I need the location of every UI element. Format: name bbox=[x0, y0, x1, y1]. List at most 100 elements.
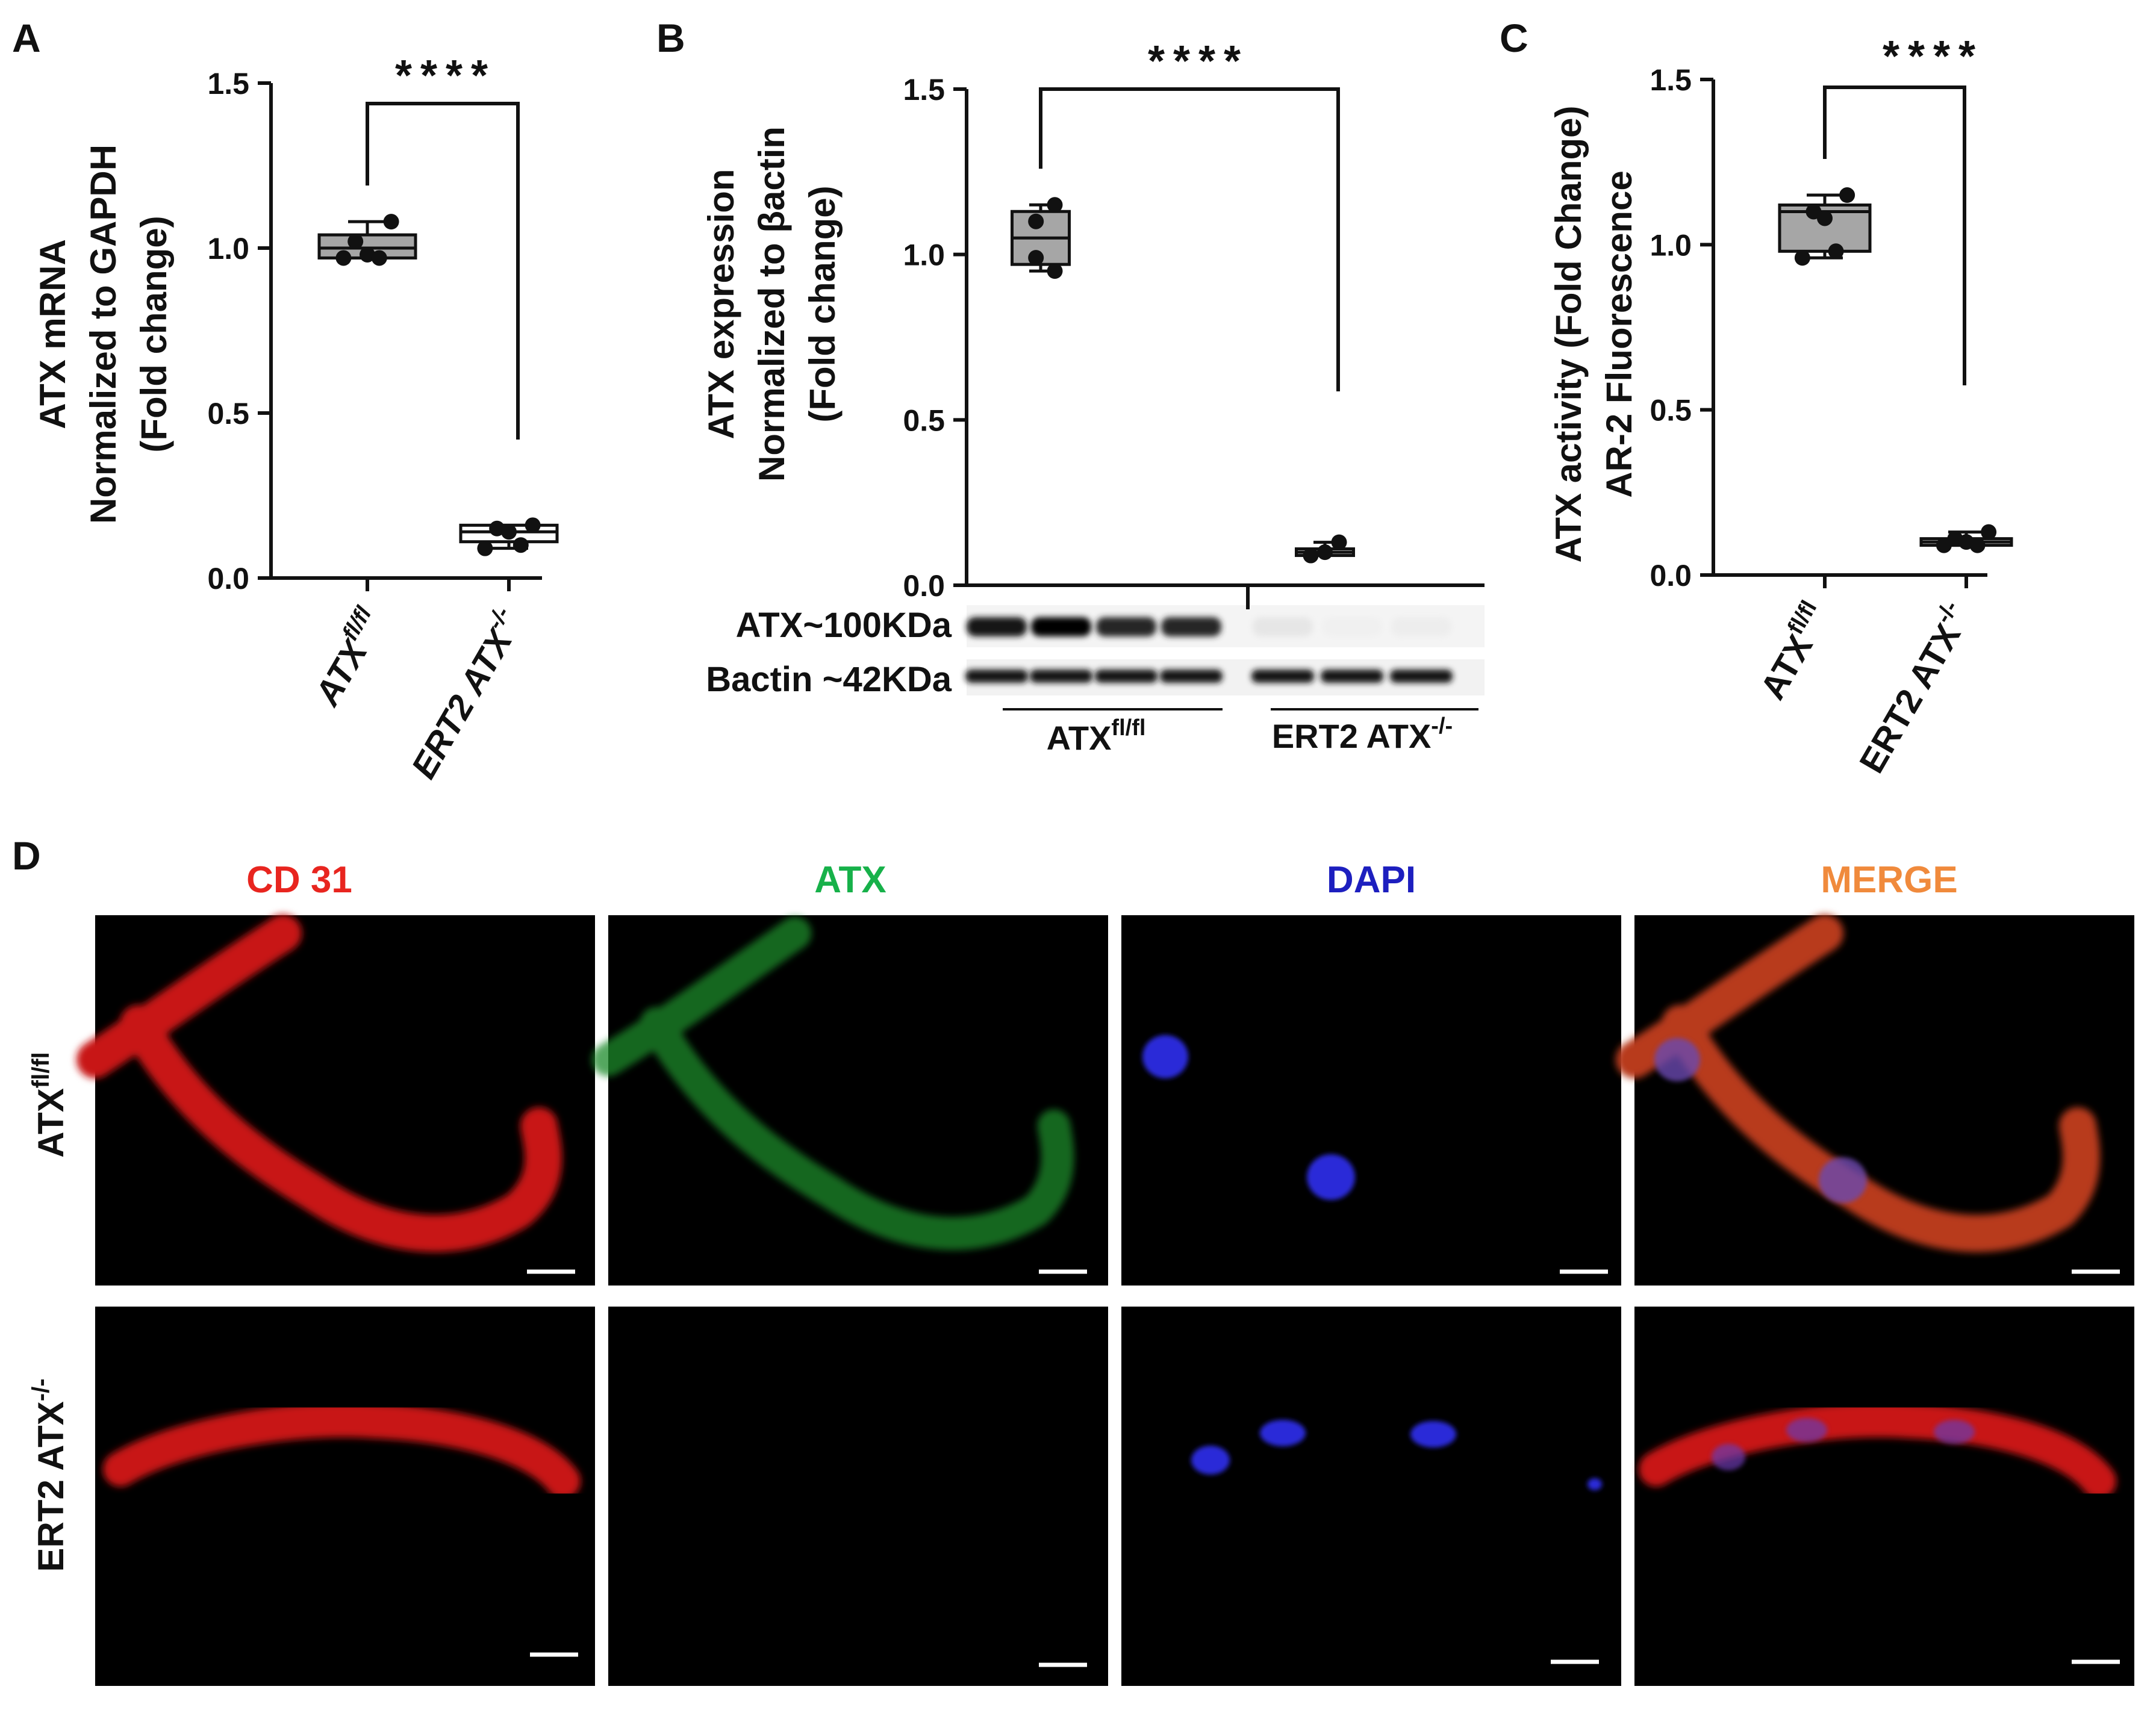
a-data-point bbox=[383, 214, 399, 230]
blot-band-bactin bbox=[1390, 670, 1453, 683]
b-significance-bracket bbox=[1039, 87, 1340, 391]
row-label-fl: ATXfl/fl bbox=[28, 1052, 71, 1158]
b-box-ko bbox=[1295, 534, 1355, 564]
a-data-point bbox=[347, 234, 364, 250]
a-data-point bbox=[477, 540, 493, 556]
c-ylabel-line-1: ATX activity (Fold Change) bbox=[1548, 106, 1589, 563]
a-data-point bbox=[513, 537, 529, 553]
a-significance-bracket bbox=[366, 102, 520, 440]
chart-b: 0.0 0.5 1.0 1.5 ATX expression Normalized t… bbox=[701, 37, 1485, 603]
c-data-point bbox=[1839, 187, 1855, 204]
c-data-point bbox=[1969, 537, 1986, 553]
c-xlabel-fl: ATXfl/fl bbox=[1749, 597, 1838, 706]
b-ytick-label: 1.5 bbox=[903, 73, 945, 107]
b-ytick-label: 0.0 bbox=[903, 569, 945, 603]
a-data-point bbox=[501, 524, 517, 540]
c-xlabel-ko: ERT2 ATX-/- bbox=[1848, 597, 1979, 780]
c-data-point bbox=[1828, 243, 1844, 260]
b-ytick-label: 1.0 bbox=[903, 238, 945, 272]
channel-label-cd31: CD 31 bbox=[246, 859, 352, 901]
chart-c: 0.00.51.01.5 ATX activity (Fold Change) … bbox=[1548, 33, 2013, 780]
c-significance-bracket bbox=[1823, 86, 1966, 385]
c-data-point bbox=[1817, 210, 1833, 226]
a-ylabel-line-3: (Fold change) bbox=[134, 216, 174, 452]
image-ko-atx bbox=[608, 1307, 1108, 1686]
image-fl-dapi bbox=[1121, 915, 1621, 1286]
c-ylabel-line-2: AR-2 Fluorescence bbox=[1599, 170, 1639, 498]
b-data-point bbox=[1047, 263, 1063, 279]
western-blot: ATX~100KDa Bactin ~42KDa ATXfl/fl ERT2 A… bbox=[706, 587, 1485, 757]
blot-band-atx bbox=[1322, 617, 1382, 636]
blot-band-bactin bbox=[1160, 670, 1223, 683]
b-box-fl bbox=[1011, 197, 1071, 279]
blot-band-bactin bbox=[1251, 670, 1314, 683]
a-data-point bbox=[371, 250, 387, 266]
panel-letter-b: B bbox=[656, 16, 685, 60]
c-box-ko bbox=[1919, 524, 2013, 553]
c-ytick-label: 1.5 bbox=[1650, 63, 1692, 97]
blot-band-bactin bbox=[1030, 670, 1092, 683]
a-ylabel-line-2: Normalized to GAPDH bbox=[83, 145, 123, 524]
b-data-point bbox=[1317, 544, 1333, 561]
b-data-point bbox=[1028, 250, 1044, 266]
a-ytick-label: 1.5 bbox=[207, 67, 249, 101]
a-ytick-label: 0.5 bbox=[207, 397, 249, 431]
c-box-fl bbox=[1778, 187, 1872, 266]
blot-band-atx bbox=[1161, 617, 1221, 636]
image-fl-merge bbox=[1616, 915, 2134, 1286]
b-ytick-label: 0.5 bbox=[903, 403, 945, 437]
b-data-point bbox=[1028, 213, 1044, 229]
c-data-point bbox=[1794, 250, 1810, 266]
a-data-point bbox=[489, 520, 505, 536]
a-box-fl bbox=[317, 214, 417, 266]
panel-letter-d: D bbox=[12, 833, 41, 878]
b-data-point bbox=[1303, 547, 1319, 564]
a-ytick-label: 0.0 bbox=[207, 562, 249, 595]
row-label-ko: ERT2 ATX-/- bbox=[28, 1378, 71, 1572]
blot-group-ko: ERT2 ATX-/- bbox=[1272, 714, 1453, 755]
blot-band-atx bbox=[1391, 617, 1451, 636]
c-ytick-label: 0.5 bbox=[1650, 394, 1692, 428]
blot-band-bactin bbox=[965, 670, 1028, 683]
b-ylabel-line-2: Normalized to βactin bbox=[752, 126, 792, 482]
a-ylabel-line-1: ATX mRNA bbox=[33, 239, 73, 429]
blot-band-atx bbox=[1096, 617, 1156, 636]
blot-band-atx bbox=[1253, 617, 1313, 636]
blot-band-atx bbox=[1031, 617, 1091, 636]
a-significance: **** bbox=[395, 52, 496, 100]
chart-a: 0.0 0.5 1.0 1.5 ATX mRNA Normalized to GAPD… bbox=[33, 52, 559, 785]
b-data-point bbox=[1047, 197, 1063, 213]
channel-label-dapi: DAPI bbox=[1327, 859, 1416, 901]
panel-letter-a: A bbox=[12, 16, 41, 60]
c-significance: **** bbox=[1883, 33, 1984, 81]
b-ylabel-line-1: ATX expression bbox=[701, 169, 741, 439]
c-ytick-label: 1.0 bbox=[1650, 228, 1692, 262]
channel-label-merge: MERGE bbox=[1821, 859, 1957, 901]
image-ko-cd31 bbox=[95, 1307, 595, 1686]
a-ytick-label: 1.0 bbox=[207, 232, 249, 266]
b-ylabel-line-3: (Fold change) bbox=[802, 185, 843, 422]
microscopy-grid: CD 31 ATX DAPI MERGE ATXfl/fl ERT2 ATX-/… bbox=[28, 859, 2134, 1686]
a-data-point bbox=[525, 517, 541, 533]
a-data-point bbox=[335, 250, 352, 266]
blot-row-atx: ATX~100KDa bbox=[736, 606, 952, 645]
blot-band-bactin bbox=[1321, 670, 1383, 683]
b-data-point bbox=[1331, 534, 1347, 550]
image-ko-merge bbox=[1634, 1307, 2134, 1686]
a-xlabel-ko: ERT2 ATX-/- bbox=[400, 603, 531, 785]
blot-group-fl: ATXfl/fl bbox=[1047, 715, 1146, 757]
blot-band-atx bbox=[967, 617, 1027, 636]
a-data-point bbox=[360, 246, 375, 263]
blot-band-bactin bbox=[1095, 670, 1157, 683]
c-data-point bbox=[1936, 537, 1952, 553]
image-fl-cd31 bbox=[76, 915, 595, 1286]
channel-label-atx: ATX bbox=[814, 859, 886, 901]
image-ko-dapi bbox=[1121, 1307, 1621, 1686]
c-data-point bbox=[1981, 524, 1997, 540]
blot-row-bactin: Bactin ~42KDa bbox=[706, 660, 952, 699]
b-significance: **** bbox=[1148, 37, 1249, 86]
c-ytick-label: 0.0 bbox=[1650, 559, 1692, 592]
a-xlabel-fl: ATXfl/fl bbox=[304, 602, 393, 713]
image-fl-atx bbox=[591, 915, 1108, 1286]
